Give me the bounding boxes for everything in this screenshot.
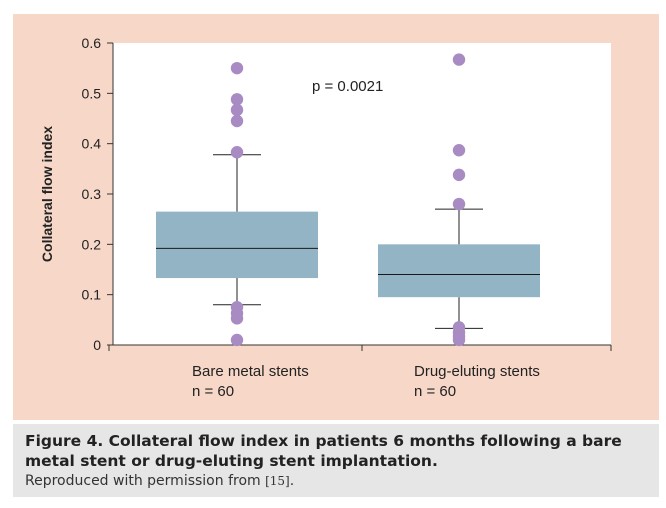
box-plot: 0 0.1 0.2 0.3 0.4 0.5 0.6 Bare metal stents n =… xyxy=(39,35,612,400)
y-tick-label: 0.1 xyxy=(82,287,102,303)
y-axis-title: Collateral flow index xyxy=(39,126,55,262)
y-tick-label: 0.2 xyxy=(82,236,102,252)
y-tick-label: 0.6 xyxy=(82,35,102,51)
reference-citation: [15] xyxy=(265,474,290,488)
y-axis: 0 0.1 0.2 0.3 0.4 0.5 0.6 xyxy=(82,35,114,353)
y-tick-label: 0.5 xyxy=(82,85,102,101)
y-tick-label: 0 xyxy=(93,337,101,353)
caption-title: Figure 4. Collateral flow index in patie… xyxy=(25,432,622,470)
outlier-point xyxy=(452,333,466,347)
figure-panel: 0 0.1 0.2 0.3 0.4 0.5 0.6 Bare metal stents n =… xyxy=(13,14,659,420)
outlier-point xyxy=(230,93,244,106)
credit-period: . xyxy=(289,473,295,489)
x-sample-size-label: n = 60 xyxy=(192,383,234,400)
x-axis xyxy=(108,344,612,351)
box-group: Bare metal stents n = 60 xyxy=(156,61,318,400)
x-sample-size-label: n = 60 xyxy=(414,383,456,400)
box-group: Drug-eluting stents n = 60 xyxy=(378,53,540,400)
outlier-point xyxy=(452,53,466,66)
x-category-label: Drug-eluting stents xyxy=(414,363,540,380)
iqr-box xyxy=(156,211,318,279)
outlier-point xyxy=(452,197,466,211)
outlier-point xyxy=(230,312,244,325)
outlier-point xyxy=(452,168,466,182)
figure-caption: Figure 4. Collateral flow index in patie… xyxy=(13,424,659,497)
credit-text: Reproduced with permission from xyxy=(25,473,266,489)
p-value-annotation: p = 0.0021 xyxy=(312,78,383,95)
x-category-label: Bare metal stents xyxy=(192,363,309,380)
caption-credit: Reproduced with permission from [15]. xyxy=(25,473,294,489)
outlier-point xyxy=(230,333,244,347)
outlier-point xyxy=(230,114,244,128)
y-tick-label: 0.3 xyxy=(82,186,102,202)
y-tick-label: 0.4 xyxy=(82,136,102,152)
outlier-point xyxy=(230,146,244,159)
outlier-point xyxy=(230,103,244,117)
outlier-point xyxy=(230,61,244,75)
iqr-box xyxy=(378,244,540,298)
outlier-point xyxy=(452,144,466,157)
